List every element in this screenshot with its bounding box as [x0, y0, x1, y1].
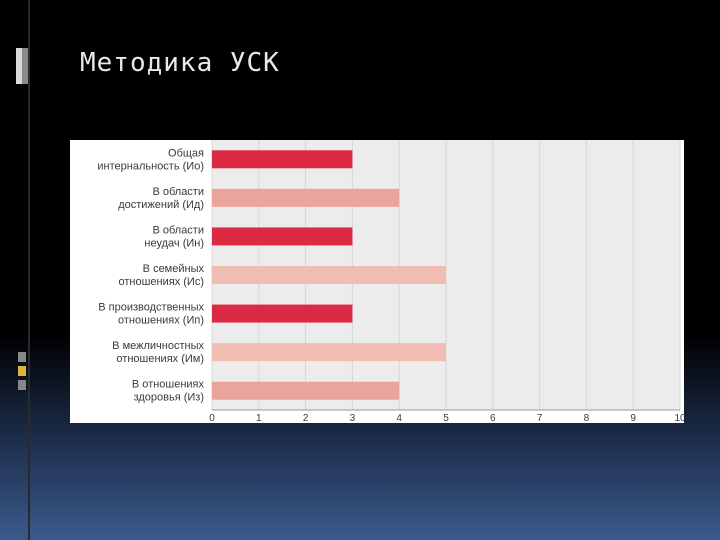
title-accent-bar-dark	[22, 48, 28, 84]
x-tick-label: 7	[537, 413, 543, 423]
accent-square-grey-2	[18, 380, 26, 390]
x-tick-label: 5	[443, 413, 449, 423]
bar-2	[212, 188, 400, 207]
category-label-6: В межличностных отношениях (Им)	[112, 340, 204, 365]
x-tick-label: 0	[209, 413, 215, 423]
accent-square-grey	[18, 352, 26, 362]
bar-3	[212, 227, 353, 246]
accent-square-yellow	[18, 366, 26, 376]
bar-chart: Общая интернальность (Ио) В области достиже…	[97, 140, 684, 423]
x-tick-label: 10	[674, 413, 684, 423]
bar-1	[212, 150, 353, 169]
category-label-4: В семейных отношениях (Ис)	[118, 263, 204, 288]
slide-title: Методика УСК	[80, 48, 280, 78]
title-accent-bar	[16, 48, 22, 84]
x-tick-label: 1	[256, 413, 262, 423]
left-rail	[28, 0, 30, 540]
x-tick-label: 4	[396, 413, 402, 423]
bar-4	[212, 266, 446, 284]
x-tick-label: 6	[490, 413, 496, 423]
category-label-3: В области неудач (Ин)	[144, 224, 204, 249]
chart-panel: Общая интернальность (Ио) В области достиже…	[70, 140, 684, 423]
category-label-7: В отношениях здоровья (Из)	[132, 379, 205, 404]
bar-5	[212, 304, 353, 323]
category-label-1: Общая интернальность (Ио)	[97, 147, 204, 172]
category-label-5: В производственных отношениях (Ип)	[98, 302, 204, 327]
category-label-2: В области достижений (Ид)	[118, 186, 204, 211]
x-tick-label: 3	[350, 413, 356, 423]
bar-6	[212, 343, 446, 362]
bar-7	[212, 381, 400, 400]
x-tick-label: 2	[303, 413, 309, 423]
x-tick-label: 9	[630, 413, 636, 423]
x-tick-label: 8	[584, 413, 590, 423]
